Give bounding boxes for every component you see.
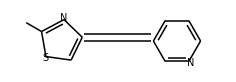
Text: N: N [60, 13, 68, 23]
Text: N: N [187, 58, 194, 68]
Text: S: S [42, 53, 48, 63]
